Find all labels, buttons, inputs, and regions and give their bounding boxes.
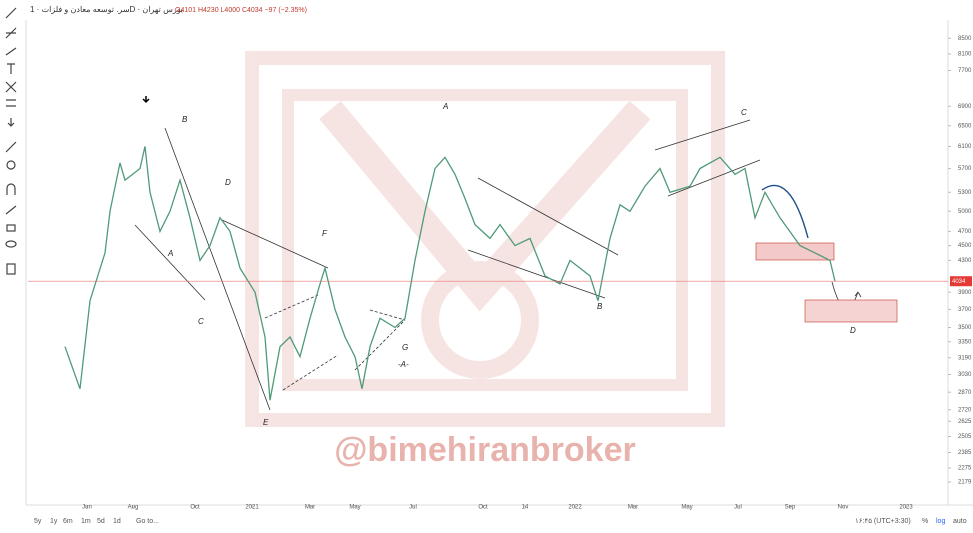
target-zone — [755, 242, 835, 261]
y-tick-label: 3500 — [958, 325, 972, 331]
x-tick-label: Oct — [190, 505, 200, 511]
wave-label: B — [182, 115, 188, 124]
wave-label: E — [263, 418, 269, 427]
wave-label: -A- — [398, 360, 409, 369]
x-tick-label: Mar — [628, 505, 638, 511]
timezone[interactable]: ۱۶:۴۵ (UTC+3:30) — [855, 518, 911, 525]
y-tick-label: 2625 — [958, 419, 972, 425]
y-tick-label: 4300 — [958, 258, 972, 264]
y-tick-label: 4700 — [958, 229, 972, 235]
y-tick-label: 5300 — [958, 190, 972, 196]
wave-label: A — [442, 102, 448, 111]
y-tick-label: 3190 — [958, 355, 972, 361]
wave-label: F — [322, 229, 328, 238]
range-button[interactable]: 6m — [63, 518, 73, 525]
symbol-title[interactable]: سر. توسعه معادن و فلزات · 1D · بورس تهرا… — [30, 5, 183, 14]
plot: 8500 8100 7700 6900 6500 6100 5700 5300 5000 4700… — [28, 36, 972, 511]
x-tick-label: Jun — [82, 505, 92, 511]
y-tick-label: 3900 — [958, 290, 972, 296]
y-tick-label: 2505 — [958, 434, 972, 440]
x-tick-label: Nov — [838, 505, 849, 511]
y-tick-label: 2179 — [958, 480, 972, 486]
y-tick-label: 8500 — [958, 36, 972, 42]
x-tick-label: Oct — [478, 505, 488, 511]
y-tick-label: 2720 — [958, 407, 972, 413]
auto-toggle[interactable]: auto — [953, 518, 967, 525]
y-tick-label: 3350 — [958, 339, 972, 345]
x-tick-label: Jul — [734, 505, 742, 511]
bottom-bar: 5y 1y 6m 1m 5d 1d Go to... ۱۶:۴۵ (UTC+3:… — [34, 518, 967, 525]
y-tick-label: 2870 — [958, 390, 972, 396]
y-tick-label: 3030 — [958, 372, 972, 378]
range-button[interactable]: 5d — [97, 518, 105, 525]
x-tick-label: 2021 — [245, 505, 259, 511]
wave-label: G — [402, 343, 408, 352]
y-tick-label: 6900 — [958, 104, 972, 110]
x-tick-label: Sep — [785, 505, 796, 511]
wave-label: D — [850, 326, 856, 335]
wave-label: D — [225, 178, 231, 187]
x-tick-label: 14 — [522, 505, 529, 511]
goto-button[interactable]: Go to... — [136, 518, 159, 525]
y-tick-label: 2385 — [958, 450, 972, 456]
y-tick-label: 6100 — [958, 144, 972, 150]
trend-lines — [134, 119, 862, 411]
price-line — [64, 146, 836, 401]
range-button[interactable]: 1d — [113, 518, 121, 525]
wave-label: C — [198, 317, 204, 326]
wave-label: B — [597, 302, 603, 311]
y-tick-label: 6500 — [958, 123, 972, 129]
ohlc-values: O4101 H4230 L4000 C4034 −97 (−2.35%) — [175, 7, 307, 14]
y-tick-label: 4500 — [958, 243, 972, 249]
x-tick-label: Aug — [128, 505, 139, 511]
x-tick-label: Jul — [409, 505, 417, 511]
left-toolbar[interactable] — [0, 0, 17, 275]
y-tick-label: 8100 — [958, 52, 972, 58]
last-price-box — [950, 276, 972, 287]
last-price-label: 4034 — [952, 279, 966, 285]
arrow-marker — [142, 96, 150, 104]
y-tick-label: 2275 — [958, 465, 972, 471]
wave-label: A — [167, 249, 173, 258]
watermark-logo — [245, 51, 725, 427]
x-tick-label: May — [681, 505, 692, 511]
range-button[interactable]: 1m — [81, 518, 91, 525]
x-tick-label: Mar — [305, 505, 315, 511]
wave-label: C — [741, 108, 747, 117]
range-button[interactable]: 5y — [34, 518, 42, 525]
target-zone — [804, 299, 898, 323]
range-button[interactable]: 1y — [50, 518, 58, 525]
y-tick-label: 7700 — [958, 68, 972, 74]
y-tick-label: 3700 — [958, 307, 972, 313]
x-tick-label: 2023 — [899, 505, 913, 511]
log-toggle[interactable]: log — [936, 518, 945, 525]
percent-toggle[interactable]: % — [922, 518, 928, 525]
y-tick-label: 5000 — [958, 209, 972, 215]
x-tick-label: May — [349, 505, 360, 511]
y-tick-label: 5700 — [958, 166, 972, 172]
x-tick-label: 2022 — [568, 505, 582, 511]
watermark-text: @bimehiranbroker — [334, 431, 635, 469]
